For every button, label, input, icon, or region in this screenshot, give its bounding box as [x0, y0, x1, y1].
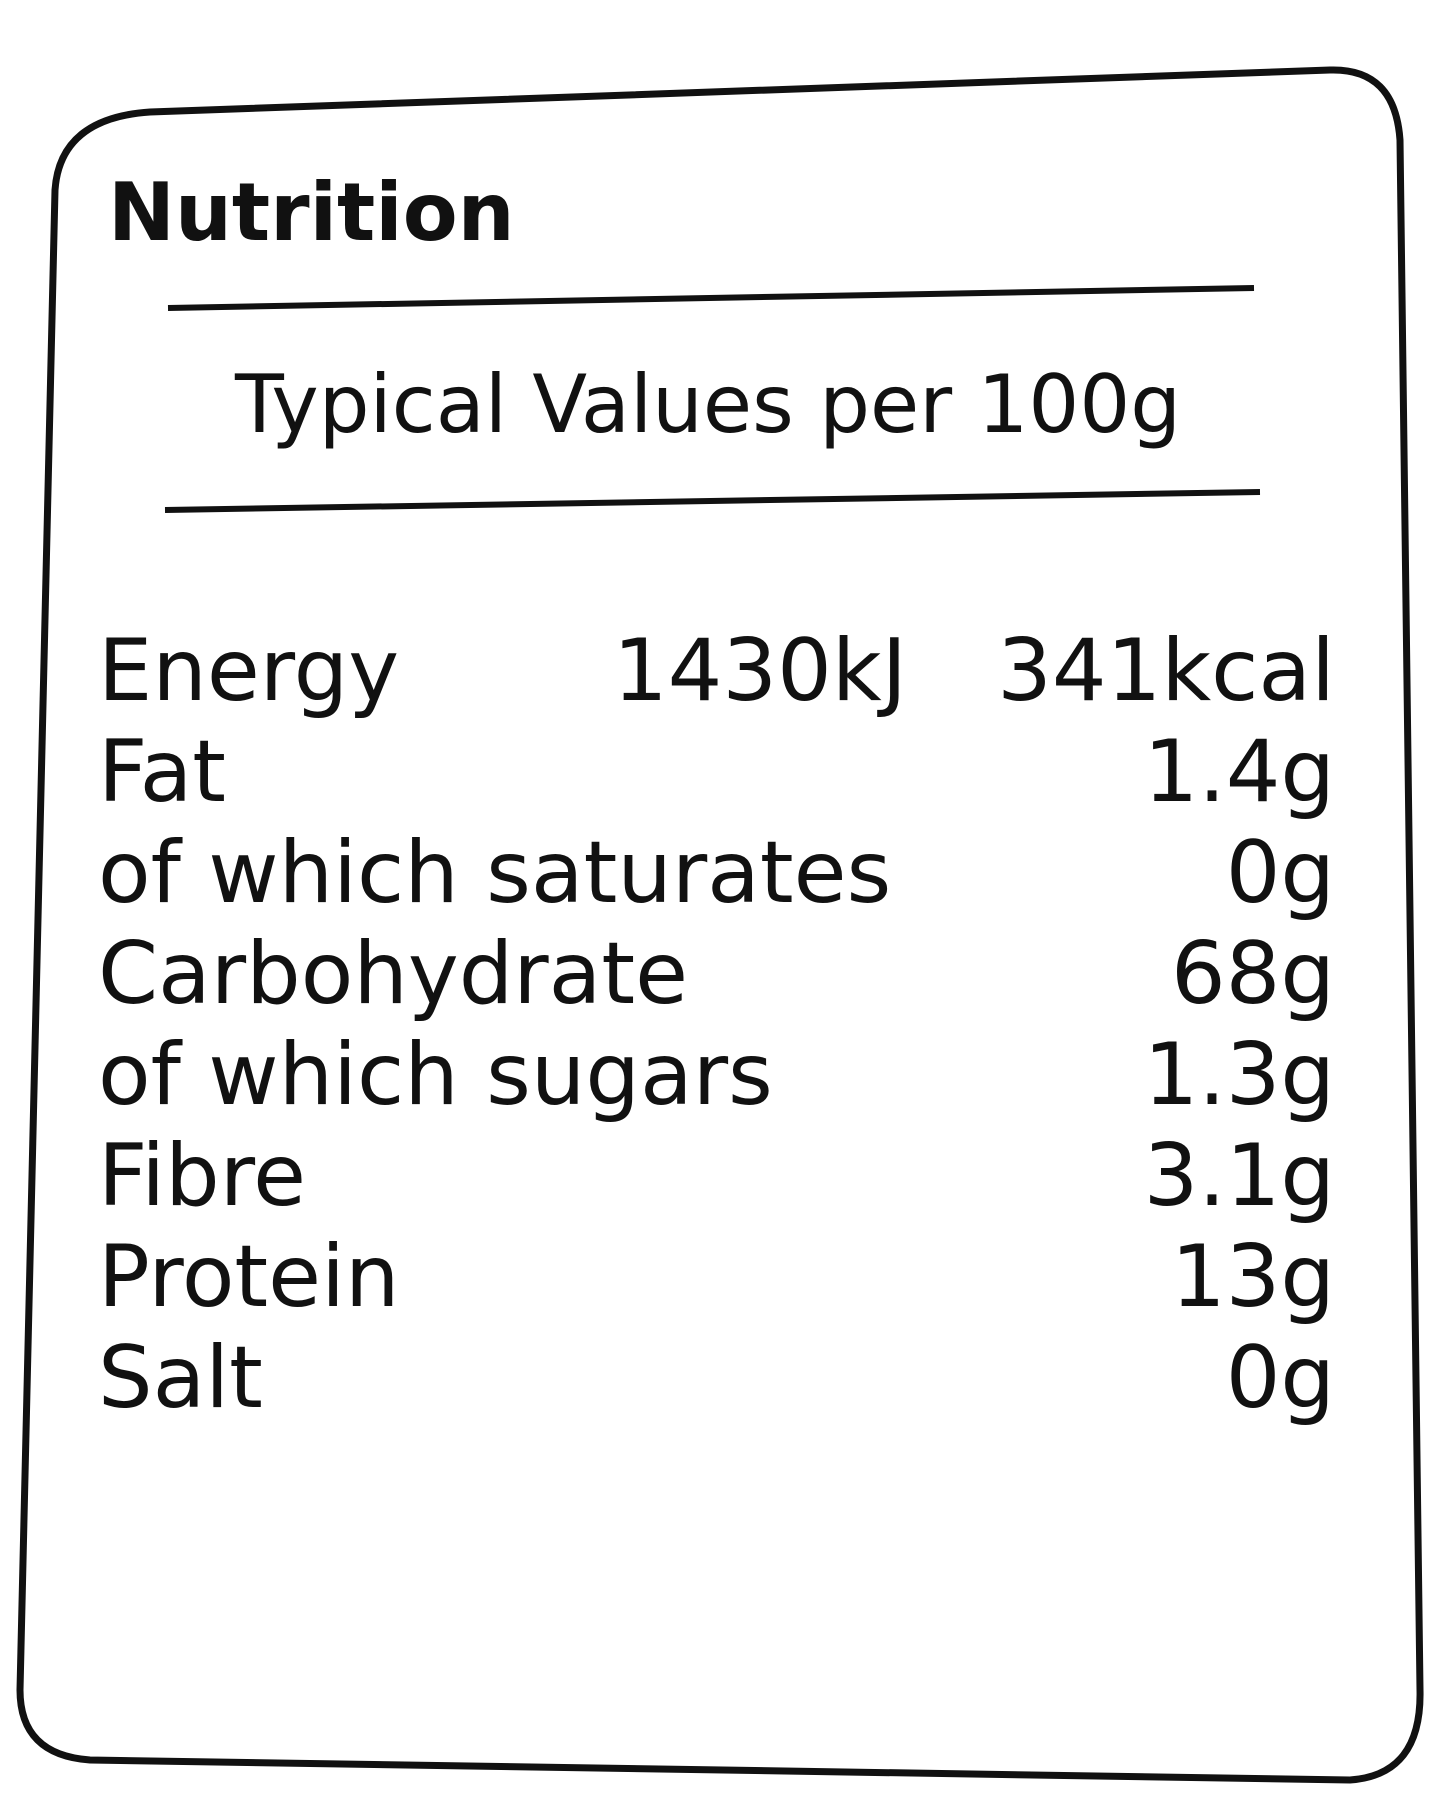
- row-label: of which saturates: [98, 823, 891, 923]
- label-border: [16, 66, 1424, 1784]
- nutrition-table: Energy 1430kJ 341kcal Fat 1.4g of which satur…: [98, 621, 1335, 1428]
- row-value: 13g: [1171, 1227, 1335, 1327]
- divider: [167, 285, 1255, 311]
- row-label: Protein: [98, 1227, 399, 1327]
- row-value: 0g: [1226, 823, 1335, 923]
- row-value: 3.1g: [1144, 1126, 1335, 1226]
- row-label: Fat: [98, 722, 226, 822]
- title: Nutrition: [108, 166, 515, 259]
- row-label: Energy: [98, 621, 399, 721]
- row-value: 68g: [1171, 924, 1335, 1024]
- row-label: Fibre: [98, 1126, 306, 1226]
- row-value: 1.3g: [1144, 1025, 1335, 1125]
- row-label: of which sugars: [98, 1025, 773, 1125]
- subtitle: Typical Values per 100g: [234, 358, 1181, 451]
- row-value: 1.4g: [1144, 722, 1335, 822]
- divider: [164, 489, 1261, 513]
- row-value: 0g: [1226, 1328, 1335, 1428]
- row-value: 1430kJ: [613, 621, 907, 721]
- row-label: Carbohydrate: [98, 924, 688, 1024]
- row-value: 341kcal: [997, 621, 1335, 721]
- row-label: Salt: [98, 1328, 263, 1428]
